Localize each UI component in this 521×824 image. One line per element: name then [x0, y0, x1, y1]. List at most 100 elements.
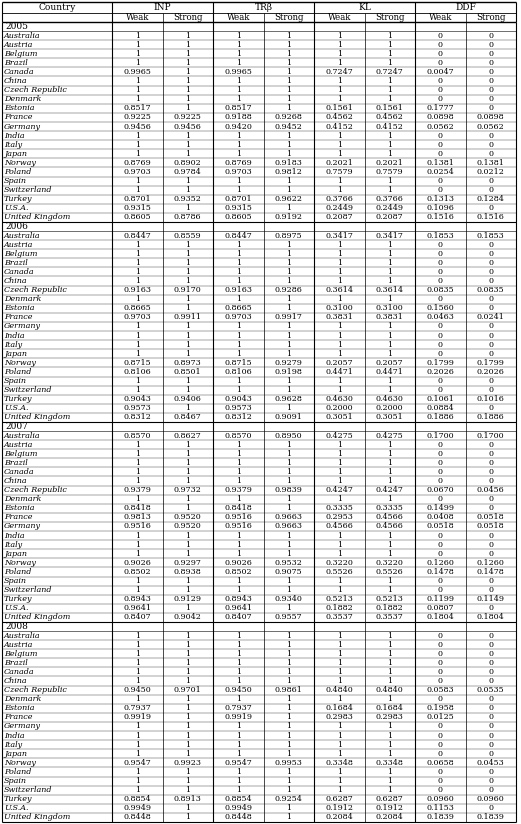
Text: 1: 1 — [135, 695, 140, 703]
Text: 0.8502: 0.8502 — [123, 568, 151, 576]
Text: 0.0898: 0.0898 — [477, 114, 504, 121]
Text: 1: 1 — [185, 386, 190, 394]
Text: 0: 0 — [488, 31, 493, 40]
Text: 1: 1 — [135, 186, 140, 194]
Text: Japan: Japan — [4, 349, 27, 358]
Text: 1: 1 — [135, 349, 140, 358]
Text: 1: 1 — [235, 732, 241, 740]
Text: 1: 1 — [135, 777, 140, 785]
Text: 0: 0 — [438, 31, 443, 40]
Text: 1: 1 — [235, 586, 241, 594]
Text: Canada: Canada — [4, 668, 34, 676]
Text: 1: 1 — [286, 340, 291, 349]
Text: 0.0535: 0.0535 — [477, 686, 504, 694]
Text: 0.0884: 0.0884 — [426, 405, 454, 412]
Text: 1: 1 — [185, 668, 190, 676]
Text: 0.8448: 0.8448 — [225, 813, 252, 822]
Text: 0: 0 — [438, 459, 443, 467]
Text: 1: 1 — [185, 768, 190, 776]
Text: 1: 1 — [185, 204, 190, 213]
Text: 1: 1 — [185, 468, 190, 476]
Text: India: India — [4, 732, 24, 740]
Text: 1: 1 — [387, 668, 392, 676]
Text: 0.9812: 0.9812 — [275, 168, 303, 176]
Text: 1: 1 — [286, 650, 291, 658]
Text: Estonia: Estonia — [4, 105, 34, 112]
Text: 0.1839: 0.1839 — [477, 813, 505, 822]
Text: 1: 1 — [235, 250, 241, 258]
Text: 0.1853: 0.1853 — [426, 232, 454, 240]
Text: Brazil: Brazil — [4, 459, 28, 467]
Text: 0.1799: 0.1799 — [426, 359, 454, 367]
Text: 0.8769: 0.8769 — [225, 159, 252, 167]
Text: 0: 0 — [488, 477, 493, 485]
Text: 1: 1 — [387, 77, 392, 85]
Text: 1: 1 — [286, 405, 291, 412]
Text: 0.8447: 0.8447 — [225, 232, 252, 240]
Text: 1: 1 — [135, 450, 140, 458]
Text: 0.9163: 0.9163 — [123, 286, 151, 294]
Text: 0.1799: 0.1799 — [477, 359, 505, 367]
Text: 0: 0 — [488, 631, 493, 639]
Text: 0.8407: 0.8407 — [123, 613, 151, 621]
Text: U.S.A.: U.S.A. — [4, 804, 29, 812]
Text: 0.9861: 0.9861 — [275, 686, 303, 694]
Text: 0.6287: 0.6287 — [326, 795, 353, 803]
Text: 1: 1 — [337, 640, 342, 648]
Text: KL: KL — [358, 2, 371, 12]
Text: 1: 1 — [387, 322, 392, 330]
Text: 1: 1 — [185, 631, 190, 639]
Text: 1: 1 — [185, 677, 190, 685]
Text: 1: 1 — [185, 541, 190, 549]
Text: Australia: Australia — [4, 31, 41, 40]
Text: 0.1839: 0.1839 — [426, 813, 454, 822]
Text: 0.0456: 0.0456 — [477, 486, 505, 494]
Text: 1: 1 — [135, 386, 140, 394]
Text: 0.9949: 0.9949 — [123, 804, 151, 812]
Text: 0.7937: 0.7937 — [123, 705, 151, 712]
Text: 1: 1 — [235, 277, 241, 285]
Text: 1: 1 — [235, 87, 241, 94]
Text: 0.2084: 0.2084 — [376, 813, 404, 822]
Text: 1: 1 — [235, 59, 241, 67]
Text: 0.0562: 0.0562 — [426, 123, 454, 130]
Text: Weak: Weak — [328, 12, 351, 21]
Text: 0: 0 — [438, 259, 443, 267]
Text: 1: 1 — [235, 186, 241, 194]
Text: 1: 1 — [337, 750, 342, 758]
Text: 1: 1 — [185, 241, 190, 249]
Text: 0: 0 — [438, 695, 443, 703]
Text: 0.9129: 0.9129 — [173, 595, 202, 603]
Text: 1: 1 — [235, 495, 241, 503]
Text: 0.3100: 0.3100 — [376, 304, 404, 312]
Text: 0.0125: 0.0125 — [426, 714, 454, 721]
Text: 0.8605: 0.8605 — [225, 213, 252, 222]
Text: 0.9225: 0.9225 — [123, 114, 151, 121]
Text: 1: 1 — [185, 459, 190, 467]
Text: 0.1684: 0.1684 — [325, 705, 353, 712]
Text: 1: 1 — [185, 750, 190, 758]
Text: U.S.A.: U.S.A. — [4, 204, 29, 213]
Text: 1: 1 — [185, 650, 190, 658]
Text: Brazil: Brazil — [4, 659, 28, 667]
Text: 1: 1 — [387, 741, 392, 749]
Text: 0.0518: 0.0518 — [426, 522, 454, 531]
Text: 0.9043: 0.9043 — [225, 396, 252, 403]
Text: 0: 0 — [488, 459, 493, 467]
Text: China: China — [4, 277, 28, 285]
Text: 0.9547: 0.9547 — [123, 759, 151, 767]
Text: 1: 1 — [286, 150, 291, 157]
Text: 1: 1 — [235, 640, 241, 648]
Text: 0: 0 — [488, 650, 493, 658]
Text: 1: 1 — [185, 141, 190, 148]
Text: 0.9456: 0.9456 — [123, 123, 151, 130]
Text: 0.3335: 0.3335 — [376, 504, 404, 513]
Text: 0.5213: 0.5213 — [376, 595, 404, 603]
Text: 1: 1 — [387, 541, 392, 549]
Text: 0: 0 — [438, 250, 443, 258]
Text: 1: 1 — [185, 777, 190, 785]
Text: 1: 1 — [135, 750, 140, 758]
Text: 1: 1 — [185, 705, 190, 712]
Text: U.S.A.: U.S.A. — [4, 405, 29, 412]
Text: 0: 0 — [438, 468, 443, 476]
